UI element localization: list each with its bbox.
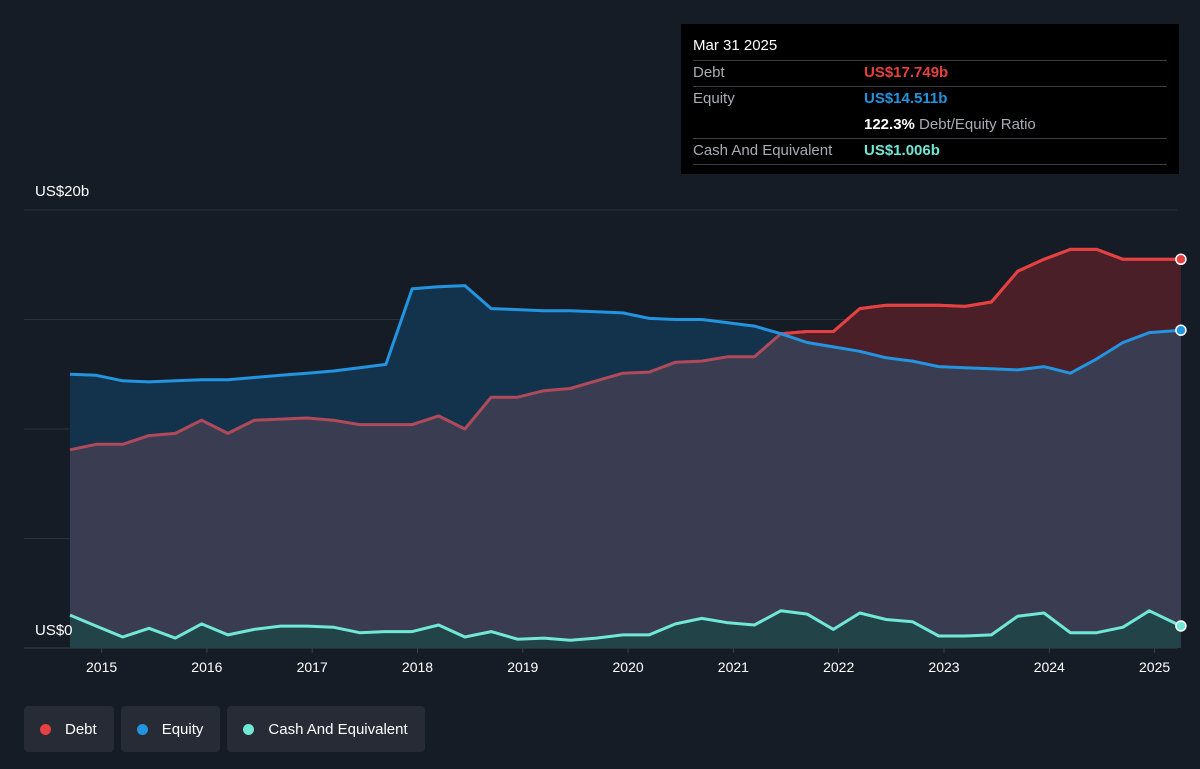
x-tick-label: 2025 [1139,659,1170,675]
cash-area [70,610,1181,648]
debt-end-marker [1175,253,1187,266]
tooltip-ratio-label: Debt/Equity Ratio [919,116,1036,133]
legend-item-equity[interactable]: Equity [120,706,221,752]
cash-line [69,609,1182,642]
tooltip-equity-value: US$14.511b [864,90,948,107]
legend-label-cash: Cash And Equivalent [268,720,408,738]
equity-dot-icon [136,723,148,735]
tooltip-debt-row: Debt US$17.749b [693,60,1167,86]
x-tick-label: 2022 [823,659,854,675]
tooltip-ratio-row: 122.3% Debt/Equity Ratio [693,112,1167,138]
tooltip-equity-label: Equity [693,90,735,107]
x-tick-label: 2017 [297,659,328,675]
equity-end-marker [1175,324,1187,336]
legend-label-debt: Debt [65,720,97,738]
x-tick-label: 2015 [86,659,117,675]
y-axis-bottom-label: US$0 [35,622,73,639]
tooltip-cash-value: US$1.006b [864,142,940,159]
legend-label-equity: Equity [161,720,204,738]
debt-dot-icon [40,723,51,735]
y-axis-top-label: US$20b [35,183,90,200]
legend: Debt Equity Cash And Equivalent [24,706,425,752]
tooltip-cash-label: Cash And Equivalent [693,142,833,159]
x-tick-label: 2024 [1034,659,1065,675]
equity-line [69,284,1182,384]
cash-end-marker [1175,620,1187,632]
legend-item-cash[interactable]: Cash And Equivalent [227,706,425,752]
tooltip-debt-label: Debt [693,64,725,81]
tooltip-panel: Mar 31 2025 Debt US$17.749b Equity US$14… [681,24,1179,174]
x-tick-label: 2023 [928,659,959,675]
tooltip-ratio-value: 122.3% [864,116,915,133]
x-tick-label: 2019 [507,659,538,675]
x-tick-label: 2020 [613,659,644,675]
tooltip-equity-row: Equity US$14.511b [693,86,1167,112]
legend-item-debt[interactable]: Debt [24,706,114,752]
tooltip-debt-value: US$17.749b [864,64,949,81]
tooltip-cash-row: Cash And Equivalent US$1.006b [693,138,1167,165]
tooltip-date: Mar 31 2025 [693,37,778,54]
x-tick-label: 2018 [402,659,433,675]
x-tick-label: 2021 [718,659,749,675]
cash-dot-icon [243,723,255,735]
x-tick-label: 2016 [191,659,222,675]
